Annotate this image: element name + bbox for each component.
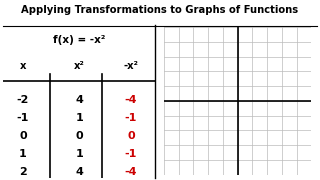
Text: 0: 0 <box>127 131 135 141</box>
Text: Applying Transformations to Graphs of Functions: Applying Transformations to Graphs of Fu… <box>21 5 299 15</box>
Text: 4: 4 <box>75 167 83 177</box>
Text: f(x) = -x²: f(x) = -x² <box>53 35 105 45</box>
Text: -1: -1 <box>125 113 137 123</box>
Text: -4: -4 <box>124 167 137 177</box>
Text: 1: 1 <box>75 149 83 159</box>
Text: 4: 4 <box>75 94 83 105</box>
Text: -1: -1 <box>17 113 29 123</box>
Text: -1: -1 <box>125 149 137 159</box>
Text: -x²: -x² <box>124 61 138 71</box>
Text: x²: x² <box>74 61 84 71</box>
Point <box>48 73 52 75</box>
Point <box>48 177 52 179</box>
Text: -2: -2 <box>17 94 29 105</box>
Point <box>100 73 104 75</box>
Text: 0: 0 <box>76 131 83 141</box>
Text: x: x <box>20 61 26 71</box>
Text: 1: 1 <box>75 113 83 123</box>
Text: -4: -4 <box>124 94 137 105</box>
Point <box>100 177 104 179</box>
Text: 0: 0 <box>19 131 27 141</box>
Text: 1: 1 <box>19 149 27 159</box>
Text: 2: 2 <box>19 167 27 177</box>
